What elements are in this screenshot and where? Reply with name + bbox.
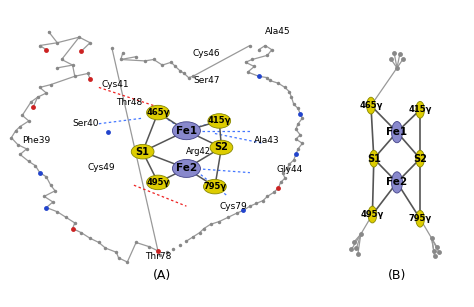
Text: Phe39: Phe39 [22, 136, 51, 145]
Text: Cys49: Cys49 [88, 162, 116, 172]
Text: 795γ: 795γ [409, 214, 432, 223]
Text: Cys46: Cys46 [193, 49, 220, 58]
Circle shape [366, 97, 375, 114]
Circle shape [146, 105, 169, 120]
Text: Cys79: Cys79 [219, 202, 247, 211]
Text: (B): (B) [388, 269, 406, 282]
Text: (A): (A) [153, 269, 172, 282]
Circle shape [208, 114, 231, 128]
Text: Fe1: Fe1 [176, 126, 197, 136]
Text: Fe2: Fe2 [176, 163, 197, 173]
Text: Fe1: Fe1 [386, 127, 408, 137]
Circle shape [392, 172, 402, 193]
Circle shape [416, 101, 424, 118]
Circle shape [392, 122, 402, 143]
Text: Ala43: Ala43 [254, 136, 280, 145]
Text: 795γ: 795γ [203, 182, 227, 191]
Text: S1: S1 [367, 154, 381, 164]
Text: Ala45: Ala45 [265, 27, 291, 36]
Circle shape [416, 150, 424, 167]
Text: Cys41: Cys41 [101, 80, 128, 89]
Text: 465γ: 465γ [146, 108, 170, 117]
Text: Gly44: Gly44 [276, 165, 302, 174]
Text: Ser40: Ser40 [73, 119, 99, 128]
Text: S2: S2 [413, 154, 427, 164]
Circle shape [203, 179, 226, 194]
Text: 415γ: 415γ [409, 105, 432, 114]
Text: Ser47: Ser47 [193, 76, 219, 85]
Circle shape [173, 122, 201, 140]
Text: Thr78: Thr78 [145, 252, 171, 261]
Circle shape [131, 144, 154, 159]
Circle shape [416, 210, 424, 227]
Text: S1: S1 [136, 147, 150, 157]
Circle shape [370, 150, 378, 167]
Text: Thr48: Thr48 [117, 98, 143, 107]
Text: 415γ: 415γ [208, 116, 231, 126]
Text: Fe2: Fe2 [386, 177, 408, 187]
Text: Arg42: Arg42 [186, 147, 211, 156]
Text: 495γ: 495γ [361, 210, 384, 219]
Circle shape [173, 160, 201, 177]
Text: 495γ: 495γ [146, 178, 170, 187]
Circle shape [210, 140, 233, 155]
Text: 465γ: 465γ [359, 101, 383, 110]
Circle shape [368, 206, 377, 223]
Circle shape [146, 175, 169, 190]
Text: S2: S2 [215, 142, 228, 153]
